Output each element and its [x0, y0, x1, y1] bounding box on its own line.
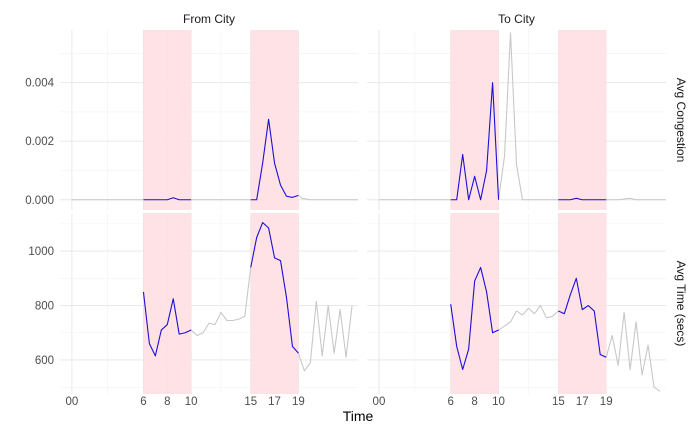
peak-hour-band: [558, 30, 607, 210]
peak-hour-band: [143, 30, 192, 210]
facet-row-label: Avg Time (secs): [674, 261, 688, 347]
x-tick-label: 15: [552, 396, 565, 408]
labels-layer: From City To City Avg Congestion Avg Time (…: [25, 12, 688, 408]
y-tick-label: 600: [35, 355, 54, 367]
peak-series-line: [250, 118, 299, 201]
peak-series-line: [450, 266, 499, 371]
offpeak-series-line: [498, 304, 559, 331]
offpeak-series-line: [606, 197, 666, 201]
y-tick-label: 0.002: [25, 136, 54, 148]
peak-hour-band: [250, 30, 299, 210]
x-tick-label: 17: [268, 396, 281, 408]
x-tick-label: 19: [600, 396, 613, 408]
peak-series-line: [143, 197, 192, 201]
peak-series-line: [450, 82, 500, 201]
x-tick-label: 8: [471, 396, 477, 408]
y-tick-label: 1000: [28, 246, 54, 258]
peak-series-line: [558, 197, 607, 201]
x-tick-label: 8: [164, 396, 170, 408]
x-tick-label: 17: [576, 396, 589, 408]
facet-column-label: To City: [498, 12, 535, 26]
panels-layer: [60, 30, 666, 394]
offpeak-series-line: [297, 300, 353, 372]
peak-series-line: [558, 277, 607, 358]
peak-hour-band: [250, 213, 299, 394]
x-tick-label: 10: [185, 396, 198, 408]
y-tick-label: 800: [35, 301, 54, 313]
peak-series-line: [142, 291, 192, 357]
offpeak-series-line: [605, 311, 661, 392]
panel: [367, 30, 666, 210]
panel: [60, 30, 358, 210]
x-tick-label: 10: [492, 396, 505, 408]
offpeak-series-line: [498, 32, 559, 201]
peak-hour-band: [450, 30, 499, 210]
peak-hour-band: [450, 213, 499, 394]
facet-column-label: From City: [183, 12, 235, 26]
x-axis-title: Time: [343, 408, 374, 424]
x-tick-label: 00: [66, 396, 79, 408]
x-tick-label: 6: [448, 396, 454, 408]
panel: [60, 213, 358, 394]
x-tick-label: 15: [244, 396, 257, 408]
y-tick-label: 0.004: [25, 78, 54, 90]
offpeak-series-line: [190, 267, 252, 337]
x-tick-label: 00: [373, 396, 386, 408]
peak-series-line: [250, 221, 299, 354]
x-tick-label: 6: [140, 396, 146, 408]
y-tick-label: 0.000: [25, 195, 54, 207]
offpeak-series-line: [298, 194, 358, 201]
peak-hour-band: [143, 213, 192, 394]
peak-hour-band: [558, 213, 607, 394]
facet-row-label: Avg Congestion: [674, 78, 688, 163]
x-tick-label: 19: [292, 396, 305, 408]
panel: [367, 213, 666, 394]
